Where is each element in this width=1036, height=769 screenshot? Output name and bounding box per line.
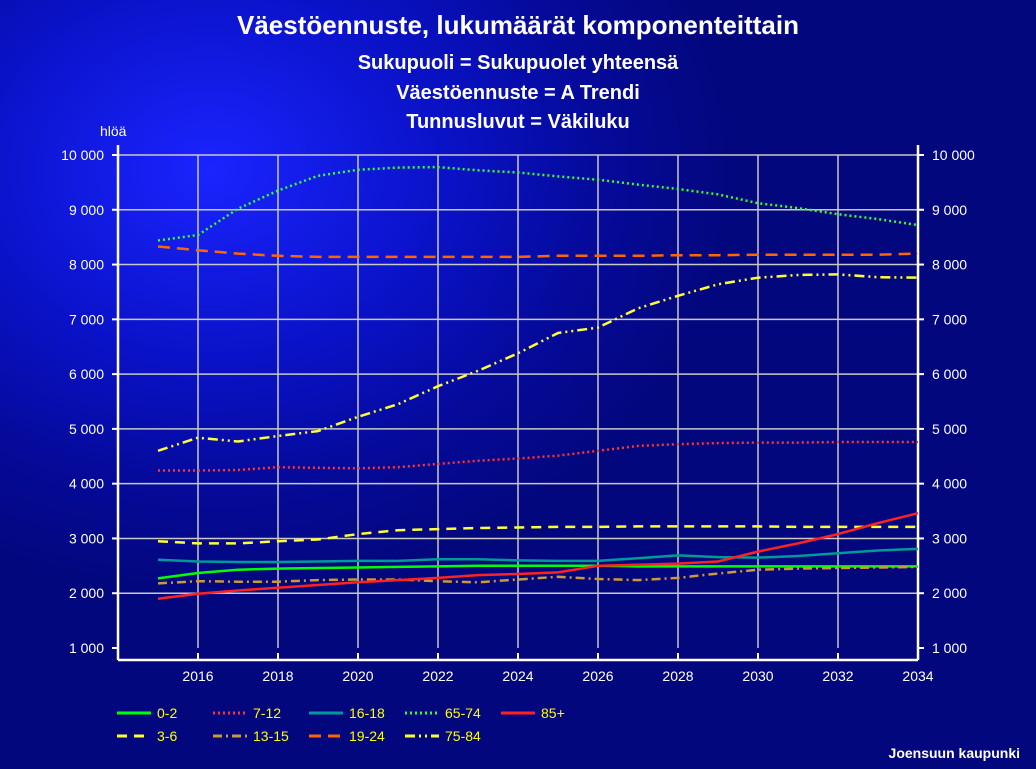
y-tick-label-right: 2 000 (932, 585, 967, 601)
x-tick-label: 2030 (742, 668, 773, 684)
x-tick-label: 2020 (342, 668, 373, 684)
y-tick-label-right: 5 000 (932, 421, 967, 437)
series-line-75-84 (157, 273, 919, 452)
legend-label-65-74: 65-74 (445, 705, 481, 721)
y-tick-label-right: 10 000 (932, 147, 975, 163)
legend-label-16-18: 16-18 (349, 705, 385, 721)
x-tick-label: 2016 (182, 668, 213, 684)
x-tick-label: 2028 (662, 668, 693, 684)
legend-label-13-15: 13-15 (253, 728, 289, 744)
legend-label-19-24: 19-24 (349, 728, 385, 744)
series-line-13-15 (157, 565, 919, 585)
y-tick-label-right: 9 000 (932, 202, 967, 218)
y-axis-label: hlöä (100, 123, 127, 139)
y-tick-label-left: 5 000 (69, 421, 104, 437)
series-line-65-74 (157, 165, 919, 242)
subtitle-gender: Sukupuoli = Sukupuolet yhteensä (357, 52, 679, 74)
y-tick-label-left: 10 000 (61, 147, 104, 163)
legend-label-85+: 85+ (541, 705, 565, 721)
legend-label-75-84: 75-84 (445, 728, 481, 744)
y-tick-label-right: 4 000 (932, 476, 967, 492)
y-tick-label-left: 8 000 (69, 257, 104, 273)
y-tick-label-left: 9 000 (69, 202, 104, 218)
series-line-3-6 (157, 525, 918, 545)
y-tick-label-right: 7 000 (932, 311, 967, 327)
x-tick-label: 2022 (422, 668, 453, 684)
legend-label-7-12: 7-12 (253, 705, 281, 721)
y-tick-label-right: 6 000 (932, 366, 967, 382)
y-tick-label-left: 3 000 (69, 530, 104, 546)
x-tick-label: 2026 (582, 668, 613, 684)
series-line-7-12 (158, 440, 918, 472)
subtitle-indicator: Tunnusluvut = Väkiluku (406, 111, 630, 133)
tick-labels: 1 000 1 000 2 000 2 000 3 000 3 000 4 000 4 000… (61, 147, 975, 684)
series-line-19-24 (157, 245, 919, 259)
series-line-0-2 (157, 564, 918, 580)
series-lines (157, 165, 919, 600)
axes (112, 145, 924, 662)
legend-label-3-6: 3-6 (157, 728, 177, 744)
y-tick-label-left: 7 000 (69, 311, 104, 327)
y-tick-label-right: 1 000 (932, 640, 967, 656)
source-label: Joensuun kaupunki (888, 745, 1020, 761)
y-tick-label-left: 1 000 (69, 640, 104, 656)
x-tick-label: 2024 (502, 668, 533, 684)
legend-label-0-2: 0-2 (157, 705, 177, 721)
y-tick-label-left: 4 000 (69, 476, 104, 492)
chart-title: Väestöennuste, lukumäärät komponenteitta… (236, 10, 799, 40)
y-tick-label-right: 8 000 (932, 257, 967, 273)
series-line-16-18 (157, 547, 919, 564)
y-tick-label-left: 2 000 (69, 585, 104, 601)
x-tick-label: 2018 (262, 668, 293, 684)
x-tick-label: 2034 (902, 668, 933, 684)
x-tick-label: 2032 (822, 668, 853, 684)
subtitle-forecast: Väestöennuste = A Trendi (396, 82, 640, 104)
y-tick-label-right: 3 000 (932, 530, 967, 546)
y-tick-label-left: 6 000 (69, 366, 104, 382)
series-line-85+ (157, 511, 919, 600)
legend: 0-2 7-12 16-18 65-74 85+ 3-6 13-15 19-24 75-84 (117, 705, 565, 744)
